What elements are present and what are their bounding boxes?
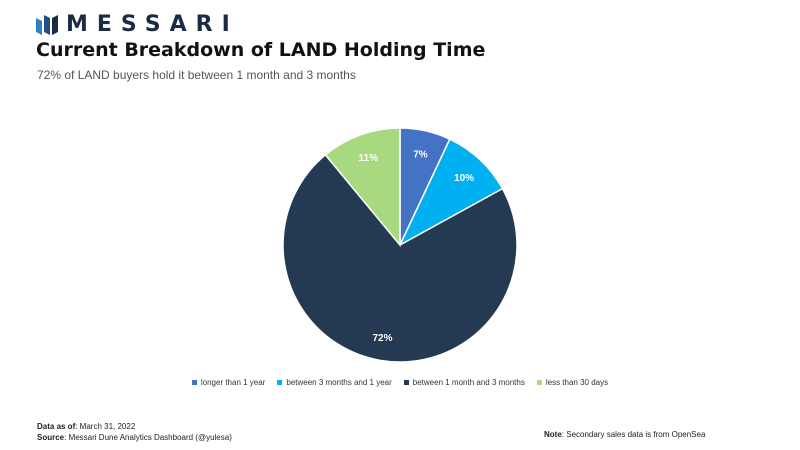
source-line: Source: Messari Dune Analytics Dashboard… (37, 432, 232, 443)
pie-slice-3 (282, 153, 518, 363)
pie-slice-label-1: 7% (413, 150, 428, 161)
data-as-of-label: Data as of (37, 422, 76, 431)
brand-logo: MESSARI (36, 14, 239, 36)
source-label: Source (37, 433, 65, 442)
legend-swatch (403, 380, 409, 385)
legend-item-2: between 3 months and 1 year (277, 378, 392, 387)
note-value: : Secondary sales data is from OpenSea (561, 430, 706, 439)
legend-label: longer than 1 year (200, 378, 266, 387)
chart-legend: longer than 1 year between 3 months and 1… (0, 378, 800, 387)
source-value: : Messari Dune Analytics Dashboard (@yul… (64, 433, 232, 442)
pie-slice-label-4: 11% (359, 153, 379, 164)
legend-swatch (191, 380, 197, 385)
footer-note: Note: Secondary sales data is from OpenS… (544, 430, 705, 439)
legend-item-1: longer than 1 year (191, 378, 266, 387)
pie-slice-2 (398, 138, 504, 247)
data-as-of-line: Data as of: March 31, 2022 (37, 421, 232, 432)
brand-name: MESSARI (66, 12, 239, 37)
footer-left: Data as of: March 31, 2022 Source: Messa… (37, 421, 232, 443)
legend-swatch (536, 380, 542, 385)
legend-swatch (277, 380, 283, 385)
pie-slice-label-2: 10% (454, 173, 474, 184)
chart-title: Current Breakdown of LAND Holding Time (36, 39, 486, 61)
messari-logo-icon (36, 15, 58, 35)
legend-item-4: less than 30 days (536, 378, 609, 387)
legend-item-3: between 1 month and 3 months (403, 378, 525, 387)
chart-subtitle: 72% of LAND buyers hold it between 1 mon… (37, 68, 356, 82)
pie-slice-4 (324, 127, 401, 248)
legend-label: between 1 month and 3 months (412, 378, 525, 387)
pie-slice-label-3: 72% (372, 333, 392, 344)
data-as-of-value: : March 31, 2022 (75, 422, 136, 431)
legend-label: less than 30 days (545, 378, 609, 387)
note-label: Note (544, 430, 562, 439)
legend-label: between 3 months and 1 year (286, 378, 392, 387)
